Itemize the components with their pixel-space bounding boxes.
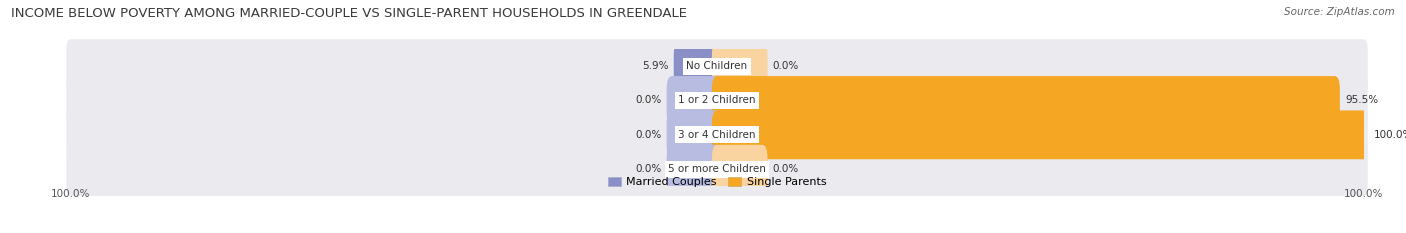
- FancyBboxPatch shape: [66, 142, 1368, 196]
- Text: 5 or more Children: 5 or more Children: [668, 164, 766, 174]
- Text: 3 or 4 Children: 3 or 4 Children: [678, 130, 756, 140]
- FancyBboxPatch shape: [711, 110, 1369, 159]
- FancyBboxPatch shape: [666, 110, 723, 159]
- Text: Source: ZipAtlas.com: Source: ZipAtlas.com: [1284, 7, 1395, 17]
- FancyBboxPatch shape: [711, 76, 1340, 125]
- Text: 0.0%: 0.0%: [773, 61, 799, 71]
- Text: 0.0%: 0.0%: [636, 130, 661, 140]
- Text: INCOME BELOW POVERTY AMONG MARRIED-COUPLE VS SINGLE-PARENT HOUSEHOLDS IN GREENDA: INCOME BELOW POVERTY AMONG MARRIED-COUPL…: [11, 7, 688, 20]
- FancyBboxPatch shape: [673, 42, 723, 90]
- Text: No Children: No Children: [686, 61, 748, 71]
- Text: 0.0%: 0.0%: [773, 164, 799, 174]
- Text: 1 or 2 Children: 1 or 2 Children: [678, 96, 756, 106]
- Text: 100.0%: 100.0%: [1374, 130, 1406, 140]
- FancyBboxPatch shape: [66, 74, 1368, 127]
- FancyBboxPatch shape: [666, 145, 723, 194]
- FancyBboxPatch shape: [66, 108, 1368, 162]
- Text: 95.5%: 95.5%: [1346, 96, 1378, 106]
- FancyBboxPatch shape: [711, 145, 768, 194]
- FancyBboxPatch shape: [711, 42, 768, 90]
- Text: 5.9%: 5.9%: [643, 61, 669, 71]
- Legend: Married Couples, Single Parents: Married Couples, Single Parents: [603, 172, 831, 192]
- FancyBboxPatch shape: [66, 39, 1368, 93]
- Text: 0.0%: 0.0%: [636, 164, 661, 174]
- Text: 0.0%: 0.0%: [636, 96, 661, 106]
- FancyBboxPatch shape: [666, 76, 723, 125]
